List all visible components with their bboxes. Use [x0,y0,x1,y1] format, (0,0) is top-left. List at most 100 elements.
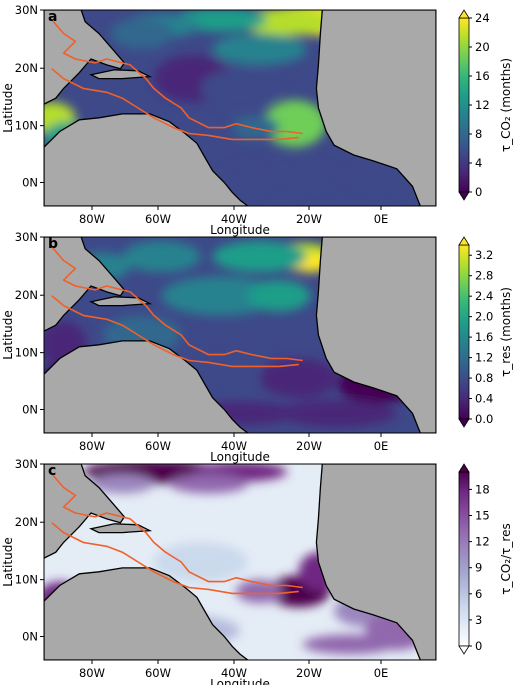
plume-contour [51,19,303,141]
colorbar-tick-label: 0.8 [475,371,493,385]
colorbar-tick-label: 16 [475,69,490,83]
land-southAmerica [44,340,249,433]
y-tick-label: 0N [22,402,38,416]
x-tick-label: 20W [296,212,322,226]
colorbar-tick-label: 0.4 [475,392,493,406]
colorbar-tick-label: 20 [475,40,490,54]
y-axis-label: Latitude [1,310,15,359]
x-tick-label: 40W [221,212,247,226]
y-tick-label: 20N [15,288,38,302]
colorbar-extend-min [458,645,470,655]
panel-letter: a [48,9,57,25]
colorbar-extend-max [458,9,470,19]
panel-letter: c [48,463,56,479]
axes-frame [43,9,437,207]
heatmap-cell [220,160,338,193]
y-tick-label: 0N [22,175,38,189]
heatmap-cell [232,503,327,543]
land-southAmerica [44,113,249,206]
colorbar-tick-label: 4 [475,156,482,170]
x-tick-label: 0E [374,212,389,226]
y-tick-label: 30N [15,3,38,17]
colorbar-label: τ_res (months) [499,287,513,377]
colorbar-gradient [458,17,470,193]
x-axis-label: Longitude [210,223,270,237]
contour-line-1 [51,246,303,362]
heatmap-cell [279,399,397,428]
colorbar-tick-label: 6 [475,587,482,601]
colorbar-tick-label: 0 [475,639,482,653]
colorbar-tick-label: 1.6 [475,330,493,344]
axes-frame [43,463,437,661]
colorbar-tick-label: 1.2 [475,351,493,365]
contour-line-2 [51,68,299,141]
y-tick-label: 20N [15,515,38,529]
colorbar-tick-label: 3.2 [475,248,493,262]
land-africa [315,10,436,206]
heatmap-cell [259,358,338,398]
colorbar-tick-label: 18 [475,482,490,496]
colorbar-tick-label: 12 [475,98,490,112]
y-tick-label: 20N [15,61,38,75]
colorbar: 0 3 6 9 12 15 18 τ_CO₂/τ_res [458,463,513,655]
x-tick-label: 0E [374,439,389,453]
heatmap-cell [212,33,307,65]
colorbar-label: τ_CO₂/τ_res [499,523,513,594]
heatmap-cell [122,240,201,273]
land-mask [44,237,436,433]
colorbar-tick-label: 0.0 [475,412,493,426]
land-africa [315,464,436,660]
colorbar-extend-min [458,191,470,201]
heatmap-cell [169,473,248,494]
colorbar: 0 4 8 12 16 20 24 τ_CO₂ (months) [458,9,513,201]
heatmap-cell [263,100,327,148]
colorbar-tick-label: 0 [475,185,482,199]
plume-contour [51,246,303,368]
colorbar-tick-label: 9 [475,561,482,575]
y-tick-label: 30N [15,457,38,471]
x-tick-label: 80W [79,439,105,453]
contour-line-2 [51,522,299,595]
heatmap-cell [91,473,154,494]
x-tick-label: 20W [296,666,322,680]
plume-contour [51,473,303,595]
colorbar-tick-label: 24 [475,11,490,25]
x-axis-label: Longitude [210,677,270,685]
y-tick-label: 10N [15,573,38,587]
colorbar-gradient [458,244,470,420]
heatmap-cell [110,17,174,50]
colorbar-extend-max [458,463,470,473]
heatmap-cell [200,68,280,108]
colorbar-extend-max [458,236,470,246]
colorbar-extend-min [458,418,470,428]
x-tick-label: 80W [79,666,105,680]
y-tick-label: 0N [22,629,38,643]
contour-line-1 [51,473,303,589]
land-southAmerica [44,567,249,660]
heatmap-cell [247,280,311,312]
colorbar: 0.0 0.4 0.8 1.2 1.6 2.0 2.4 2.8 3.2 τ_res (months… [458,236,513,428]
x-tick-label: 60W [145,439,171,453]
x-tick-label: 40W [221,439,247,453]
panel-c: 80W 60W 40W 20W 0E 30N 20N 10N 0N Longitude Latitu… [1,457,513,685]
heatmap-cell [212,240,307,273]
land-africa [315,237,436,433]
y-tick-label: 30N [15,230,38,244]
heatmap-cell [153,542,248,582]
x-tick-label: 20W [296,439,322,453]
x-tick-label: 80W [79,212,105,226]
colorbar-tick-label: 2.8 [475,269,493,283]
colorbar-label: τ_CO₂ (months) [499,58,513,152]
land-cuba [89,69,153,80]
contour-line-1 [51,19,303,135]
colorbar-tick-label: 3 [475,613,482,627]
panel-letter: b [48,236,58,252]
contour-line-2 [51,295,299,368]
y-tick-label: 10N [15,346,38,360]
colorbar-tick-label: 8 [475,127,482,141]
y-axis-label: Latitude [1,537,15,586]
land-cuba [89,296,153,307]
heatmap-cell [161,276,280,316]
y-axis-label: Latitude [1,83,15,132]
